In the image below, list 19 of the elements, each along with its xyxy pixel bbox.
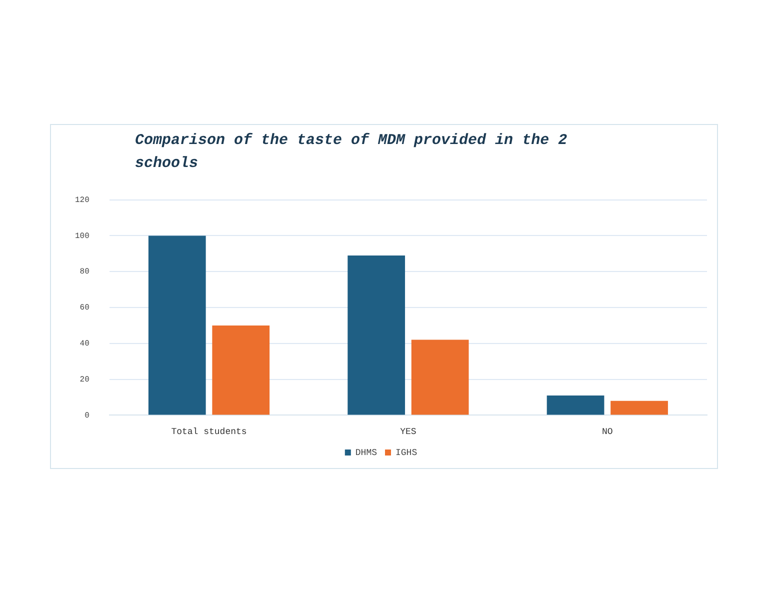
- chart-title: Comparison of the taste of MDM provided in the 2 schools: [135, 131, 568, 174]
- legend-label: DHMS: [355, 448, 378, 458]
- x-tick-label: Total students: [171, 426, 247, 437]
- x-tick-label: YES: [400, 426, 416, 437]
- bar: [546, 395, 604, 415]
- y-tick-label: 40: [80, 340, 90, 349]
- bar: [411, 340, 469, 415]
- y-tick-label: 20: [80, 375, 90, 384]
- x-tick-label: NO: [602, 426, 613, 437]
- bar: [610, 400, 668, 415]
- bar: [148, 236, 206, 415]
- y-tick-label: 0: [84, 411, 90, 420]
- y-tick-label: 120: [74, 196, 90, 205]
- y-tick-label: 60: [80, 304, 90, 313]
- bar: [348, 255, 406, 415]
- legend-label: IGHS: [396, 448, 418, 458]
- y-tick-label: 100: [74, 232, 90, 241]
- y-tick-label: 80: [80, 268, 90, 277]
- bar: [212, 325, 270, 415]
